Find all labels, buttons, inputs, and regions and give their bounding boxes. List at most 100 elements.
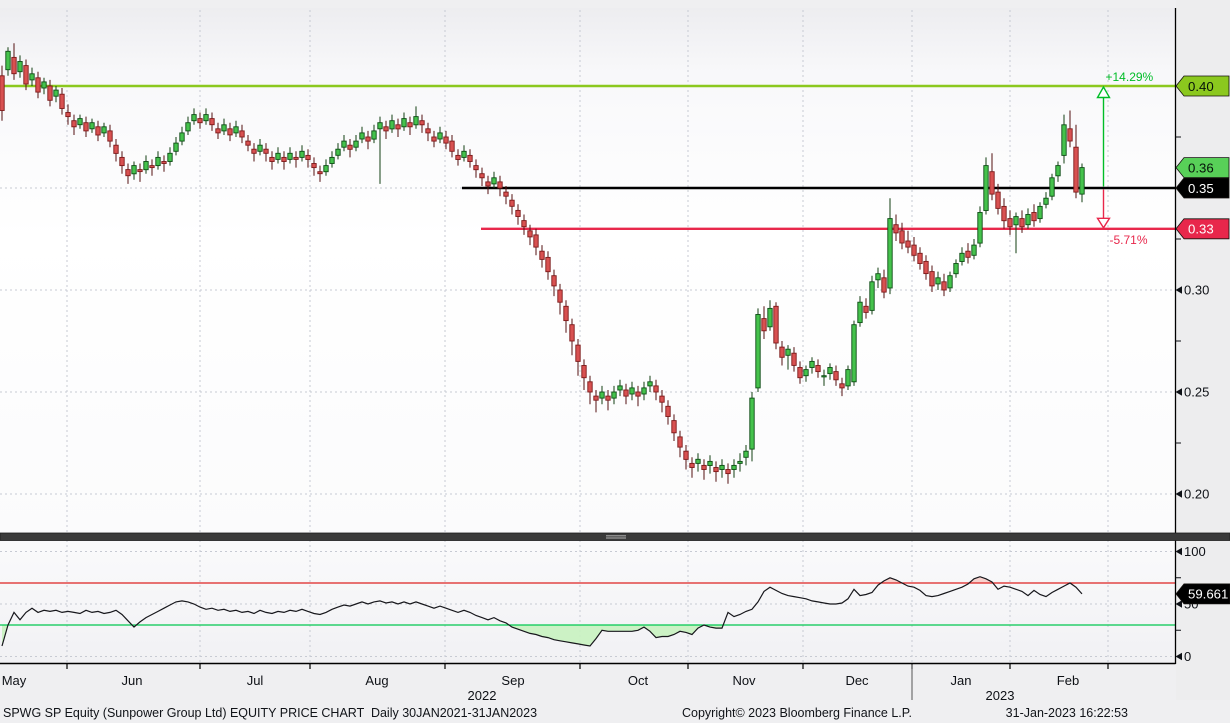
month-label: Dec (845, 673, 869, 688)
price-tag-stop-text: 0.33 (1188, 222, 1214, 237)
candle-body (209, 118, 215, 126)
month-label: Aug (365, 673, 388, 688)
month-label: Oct (628, 673, 649, 688)
candle-body (755, 314, 761, 389)
candle-body (563, 305, 569, 322)
month-label: Jan (951, 673, 972, 688)
candle-body (965, 250, 971, 258)
candle-body (479, 173, 485, 179)
rsi-tick-label: 0 (1184, 649, 1191, 664)
candle-body (575, 344, 581, 362)
tick-arrow-icon (1175, 652, 1182, 661)
candle-body (1025, 214, 1031, 226)
candle-body (905, 240, 911, 248)
rsi-line (1, 576, 1083, 647)
candle-body (743, 450, 749, 458)
candle-body (119, 156, 125, 167)
candle-body (629, 387, 635, 395)
plot-background (0, 8, 1175, 664)
candle-body (77, 118, 83, 126)
candle-body (263, 148, 269, 154)
candle-body (191, 114, 197, 122)
candle-body (929, 271, 935, 287)
divider-grip-icon[interactable] (606, 535, 626, 537)
candle-body (155, 156, 161, 167)
candle-body (815, 365, 821, 373)
candle-body (749, 397, 755, 450)
candle-body (995, 191, 1001, 209)
candle-body (761, 318, 767, 332)
price-tick-label: 0.25 (1184, 385, 1209, 400)
candle-body (395, 124, 401, 130)
target-percent-label: +14.29% (1106, 70, 1154, 84)
candle-body (545, 256, 551, 273)
candle-body (863, 305, 869, 313)
candle-body (737, 460, 743, 464)
candle-body (455, 154, 461, 160)
candle-body (731, 464, 737, 470)
candle-body (689, 462, 695, 468)
candle-body (791, 352, 797, 366)
candle-body (875, 273, 881, 281)
rsi-tag-last: 59.661 (1175, 583, 1230, 605)
candle-body (785, 348, 791, 356)
candle-body (317, 171, 323, 175)
candle-body (1055, 165, 1061, 177)
month-label: Sep (501, 673, 524, 688)
candle-body (371, 130, 377, 140)
candle-body (281, 156, 287, 162)
candle-body (491, 177, 497, 185)
candle-body (695, 458, 701, 464)
chart-window: +14.29%-5.71%0.300.250.20100500MayJunJul… (0, 0, 1230, 703)
candle-body (1049, 177, 1055, 197)
price-chart-canvas[interactable]: +14.29%-5.71%0.300.250.20100500MayJunJul… (0, 0, 1230, 703)
candle-body (437, 132, 443, 140)
candle-body (503, 191, 509, 197)
candle-body (701, 464, 707, 470)
candle-body (917, 252, 923, 264)
down-arrowhead-icon (1096, 217, 1111, 230)
candle-body (449, 140, 455, 152)
candle-body (35, 77, 41, 93)
candle-body (221, 124, 227, 132)
candle-body (1073, 146, 1079, 193)
stop-percent-label: -5.71% (1110, 233, 1148, 247)
footer-timestamp: 31-Jan-2023 16:22:53 (1005, 706, 1128, 720)
candle-body (173, 142, 179, 152)
month-label: Nov (732, 673, 756, 688)
candle-body (311, 163, 317, 169)
candle-body (869, 281, 875, 311)
candle-body (497, 181, 503, 189)
candle-body (125, 169, 131, 177)
price-tick-label: 0.20 (1184, 487, 1209, 502)
price-tag-reference-text: 0.35 (1188, 181, 1214, 196)
panel-divider[interactable] (0, 532, 1230, 541)
candle-body (539, 250, 545, 260)
candle-body (323, 165, 329, 173)
candle-body (137, 169, 143, 173)
candle-body (899, 230, 905, 244)
candle-body (635, 391, 641, 397)
candle-body (533, 234, 539, 248)
candle-body (881, 277, 887, 293)
candle-body (203, 114, 209, 122)
price-tag-stop: 0.33 (1175, 218, 1230, 240)
candle-body (977, 212, 983, 244)
candle-body (665, 405, 671, 417)
candle-body (29, 73, 35, 81)
candle-body (59, 93, 65, 109)
tick-arrow-icon (1175, 600, 1182, 608)
candle-body (767, 307, 773, 328)
candle-body (389, 120, 395, 130)
candle-body (707, 460, 713, 466)
divider-grip-icon[interactable] (606, 537, 626, 539)
price-tag-reference: 0.35 (1175, 177, 1230, 199)
candle-body (485, 181, 491, 187)
candle-body (467, 154, 473, 162)
candle-body (947, 275, 953, 289)
candle-body (101, 126, 107, 134)
candle-body (521, 220, 527, 228)
candle-body (11, 56, 17, 75)
candle-body (383, 126, 389, 132)
candle-body (983, 165, 989, 211)
